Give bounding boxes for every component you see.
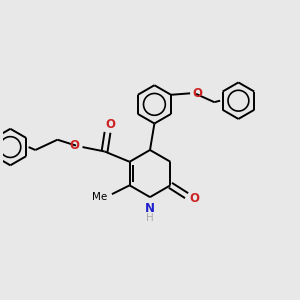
Text: N: N — [145, 202, 155, 215]
Text: O: O — [190, 192, 200, 205]
Text: O: O — [106, 118, 116, 130]
Text: O: O — [192, 87, 202, 100]
Text: O: O — [70, 139, 80, 152]
Text: H: H — [146, 213, 154, 223]
Text: Me: Me — [92, 192, 107, 202]
